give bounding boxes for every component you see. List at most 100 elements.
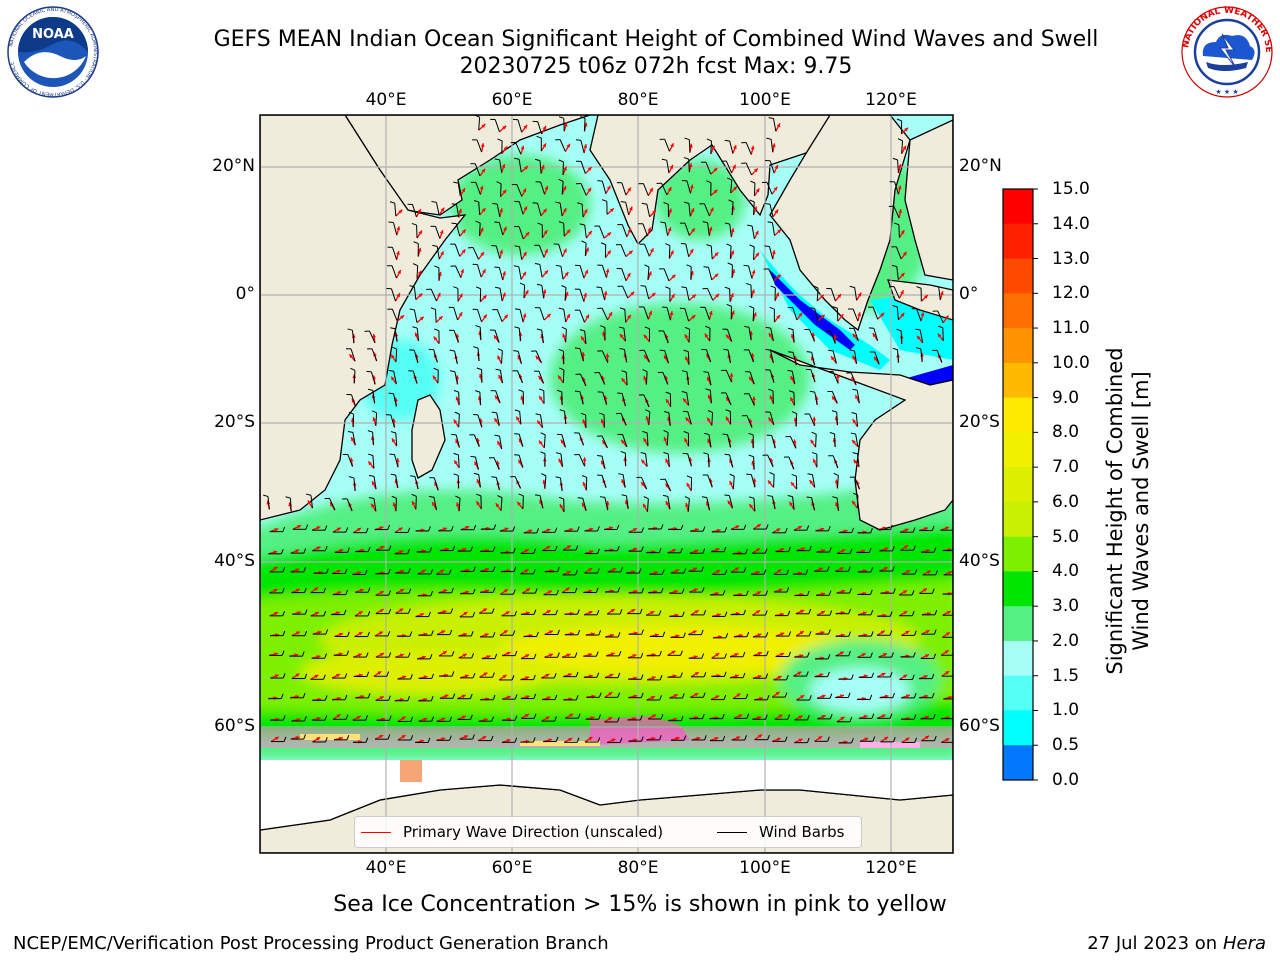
wind-barb-feather bbox=[829, 693, 833, 699]
wind-barb-feather bbox=[827, 736, 830, 742]
wave-direction-arrowhead bbox=[690, 208, 695, 213]
wind-barb bbox=[856, 390, 860, 404]
wind-barb-feather bbox=[514, 157, 520, 160]
wind-barb-feather bbox=[827, 526, 831, 532]
wave-direction-arrowhead bbox=[559, 503, 564, 508]
wind-barb-feather bbox=[745, 548, 748, 554]
wind-barb-feather bbox=[367, 546, 371, 552]
wind-barb-feather bbox=[413, 241, 419, 245]
wave-direction-arrowhead bbox=[356, 715, 361, 720]
wind-barb-feather bbox=[410, 674, 413, 680]
wave-direction-arrowhead bbox=[753, 168, 758, 173]
wind-barb-feather bbox=[388, 545, 392, 551]
wind-barb bbox=[707, 372, 712, 386]
wind-barb-feather bbox=[766, 137, 772, 140]
wind-barb bbox=[353, 477, 356, 491]
wind-barb bbox=[855, 413, 859, 427]
wave-direction-arrowhead bbox=[619, 334, 624, 339]
wave-direction-arrowhead bbox=[423, 717, 428, 722]
wind-barb-feather bbox=[518, 389, 524, 392]
wind-barb-feather bbox=[532, 737, 536, 743]
wind-barb bbox=[543, 434, 546, 448]
wave-direction-arrowhead bbox=[715, 695, 720, 699]
wind-barb-feather bbox=[811, 451, 818, 455]
wind-barb bbox=[433, 477, 439, 491]
colorbar-label-line1: Significant Height of Combined bbox=[1103, 347, 1127, 675]
wave-direction-arrowhead bbox=[314, 674, 319, 679]
wind-barb-feather bbox=[784, 692, 788, 698]
wind-barb-feather bbox=[892, 566, 895, 572]
wind-barb bbox=[495, 245, 501, 259]
wind-barb bbox=[626, 495, 629, 509]
colorbar-tick-label: 6.0 bbox=[1052, 491, 1080, 512]
wave-direction-arrowhead bbox=[685, 502, 689, 507]
wind-barb-feather bbox=[497, 495, 503, 499]
wind-barb-feather bbox=[724, 222, 730, 225]
wave-direction-arrowhead bbox=[669, 311, 674, 316]
wind-barb-feather bbox=[475, 220, 481, 224]
wind-barb bbox=[810, 369, 816, 383]
wave-direction-arrowhead bbox=[685, 356, 689, 361]
wind-barb-feather bbox=[911, 610, 915, 616]
wind-barb-feather bbox=[784, 736, 788, 742]
wind-barb bbox=[729, 454, 734, 468]
wave-direction-arrowhead bbox=[667, 187, 672, 192]
wave-direction-arrowhead bbox=[650, 248, 654, 253]
svg-text:★ ★ ★: ★ ★ ★ bbox=[1215, 88, 1238, 96]
wave-direction-arrowhead bbox=[316, 737, 321, 741]
wind-barb-feather bbox=[469, 693, 473, 699]
wave-direction-arrowhead bbox=[715, 293, 720, 298]
wind-barb-feather bbox=[367, 587, 371, 593]
wave-direction-arrowhead bbox=[776, 123, 781, 128]
wave-direction-arrowhead bbox=[358, 632, 363, 636]
wave-direction-arrowhead bbox=[797, 671, 802, 676]
lat-tick-right-20s: 20°S bbox=[959, 412, 1000, 432]
wind-barb bbox=[640, 476, 648, 490]
wind-barb-feather bbox=[323, 587, 326, 593]
wind-barb-feather bbox=[576, 526, 580, 532]
wind-barb-feather bbox=[434, 265, 440, 269]
wave-direction-arrowhead bbox=[903, 611, 908, 615]
wind-barb-feather bbox=[576, 737, 580, 743]
wind-barb-feather bbox=[473, 200, 479, 203]
wave-direction-arrowhead bbox=[525, 654, 530, 658]
wind-barb-feather bbox=[831, 410, 837, 413]
wind-barb-feather bbox=[722, 433, 728, 436]
wind-barb bbox=[537, 203, 542, 216]
wind-barb-feather bbox=[305, 493, 312, 496]
wave-direction-arrowhead bbox=[502, 674, 507, 679]
wind-barb-feather bbox=[553, 673, 557, 679]
wind-barb-feather bbox=[913, 652, 916, 658]
wind-barb-feather bbox=[765, 348, 771, 351]
wave-direction-arrowhead bbox=[295, 673, 300, 678]
wave-direction-arrowhead bbox=[588, 230, 592, 235]
wind-barb bbox=[709, 390, 712, 404]
wind-barb-feather bbox=[932, 713, 936, 719]
wind-barb-feather bbox=[535, 413, 541, 416]
wave-direction-arrowhead bbox=[432, 502, 436, 507]
wave-direction-arrowhead bbox=[399, 550, 404, 554]
wind-barb bbox=[559, 203, 563, 217]
wave-direction-arrowhead bbox=[546, 313, 551, 318]
colorbar-tick-label: 10.0 bbox=[1052, 352, 1090, 373]
wave-direction-arrowhead bbox=[558, 375, 562, 380]
wave-direction-arrowhead bbox=[542, 208, 547, 213]
wind-barb-feather bbox=[870, 631, 874, 637]
wave-direction-arrowhead bbox=[562, 333, 566, 338]
wind-barb bbox=[788, 456, 795, 470]
wind-barb-feather bbox=[558, 221, 564, 224]
wave-direction-arrowhead bbox=[631, 609, 636, 613]
wind-barb-feather bbox=[412, 326, 418, 329]
wave-direction-arrowhead bbox=[377, 671, 382, 675]
wind-barb-feather bbox=[851, 738, 854, 744]
wind-barb bbox=[728, 495, 734, 509]
wind-barb-feather bbox=[558, 116, 564, 119]
wave-direction-arrowhead bbox=[734, 567, 739, 572]
wave-direction-arrowhead bbox=[273, 588, 278, 593]
wind-barb-feather bbox=[597, 737, 601, 743]
wind-barb-feather bbox=[555, 736, 559, 742]
wave-direction-arrowhead bbox=[852, 439, 856, 444]
wind-barb bbox=[707, 454, 710, 468]
wave-direction-arrowhead bbox=[852, 333, 857, 338]
wind-barb-feather bbox=[916, 286, 922, 289]
